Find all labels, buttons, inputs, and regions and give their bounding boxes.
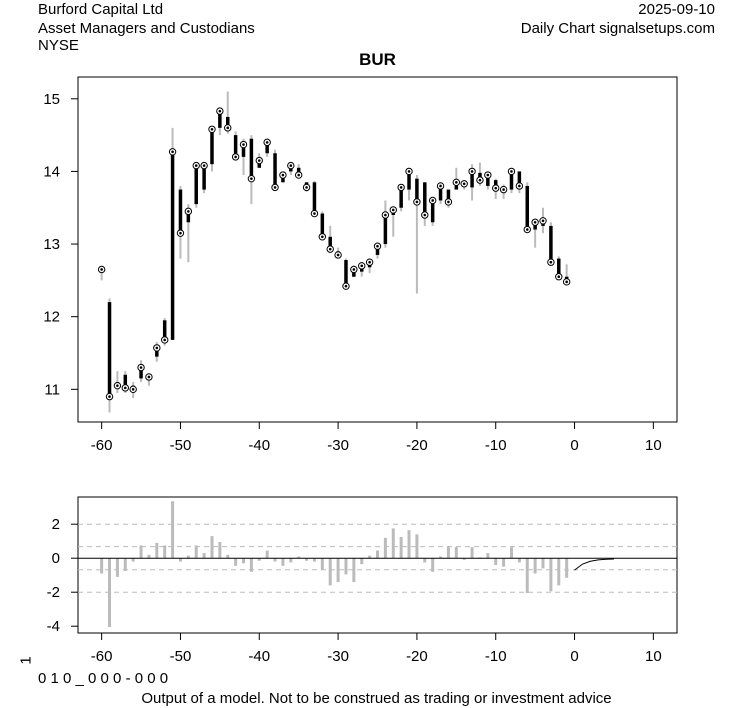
close-dot bbox=[462, 182, 466, 186]
close-dot bbox=[439, 184, 442, 188]
close-dot bbox=[321, 235, 324, 239]
x-tick-label: 0 bbox=[570, 648, 578, 665]
close-dot bbox=[155, 346, 159, 350]
forecast-line bbox=[574, 558, 614, 571]
close-dot bbox=[273, 186, 277, 189]
close-dot bbox=[518, 184, 521, 188]
x-tick-label: -50 bbox=[170, 648, 192, 665]
close-dot bbox=[455, 181, 458, 184]
x-tick-label: -60 bbox=[91, 437, 113, 454]
y-tick-label: 12 bbox=[43, 309, 60, 326]
x-tick-label: -40 bbox=[248, 437, 270, 454]
close-dot bbox=[533, 220, 537, 224]
close-dot bbox=[131, 388, 135, 391]
close-dot bbox=[541, 219, 545, 223]
close-dot bbox=[250, 177, 253, 180]
close-dot bbox=[336, 253, 340, 257]
y-tick-label: -4 bbox=[47, 618, 60, 635]
close-dot bbox=[431, 199, 434, 202]
close-dot bbox=[202, 164, 206, 167]
close-dot bbox=[447, 200, 450, 204]
close-dot bbox=[510, 170, 513, 173]
close-dot bbox=[399, 186, 403, 189]
close-dot bbox=[265, 141, 269, 144]
close-dot bbox=[297, 173, 300, 177]
close-dot bbox=[226, 126, 230, 130]
x-tick-label: -40 bbox=[248, 648, 270, 665]
x-tick-label: 0 bbox=[570, 437, 578, 454]
close-dot bbox=[210, 127, 214, 131]
oscillator-panel-frame bbox=[77, 496, 678, 634]
close-dot bbox=[147, 375, 151, 379]
close-dot bbox=[328, 247, 332, 251]
close-dot bbox=[171, 150, 174, 154]
close-dot bbox=[194, 164, 198, 167]
x-tick-label: -10 bbox=[485, 437, 507, 454]
close-dot bbox=[376, 244, 379, 248]
close-dot bbox=[368, 260, 371, 264]
close-dot bbox=[179, 231, 182, 235]
date: 2025-09-10 bbox=[638, 1, 715, 18]
close-dot bbox=[281, 173, 285, 177]
close-dot bbox=[100, 268, 103, 271]
close-dot bbox=[494, 186, 498, 190]
close-dot bbox=[123, 386, 127, 390]
close-dot bbox=[139, 366, 143, 369]
x-tick-label: -20 bbox=[406, 437, 428, 454]
close-dot bbox=[360, 264, 364, 268]
close-dot bbox=[486, 173, 490, 177]
close-dot bbox=[549, 260, 553, 264]
close-dot bbox=[391, 208, 395, 212]
close-dot bbox=[557, 275, 561, 279]
close-dot bbox=[423, 213, 427, 217]
close-dot bbox=[218, 109, 222, 113]
x-tick-label: 10 bbox=[645, 437, 662, 454]
disclaimer: Output of a model. Not to be construed a… bbox=[141, 690, 612, 707]
x-tick-label: -30 bbox=[327, 648, 349, 665]
close-dot bbox=[415, 200, 419, 204]
x-tick-label: -30 bbox=[327, 437, 349, 454]
close-dot bbox=[187, 210, 190, 213]
y-tick-label: 11 bbox=[44, 381, 60, 398]
close-dot bbox=[313, 212, 316, 215]
x-tick-label: -20 bbox=[406, 648, 428, 665]
close-dot bbox=[344, 284, 348, 288]
x-tick-label: -10 bbox=[485, 648, 507, 665]
close-dot bbox=[305, 186, 308, 189]
sector: Asset Managers and Custodians bbox=[38, 20, 255, 37]
close-dot bbox=[502, 188, 505, 191]
price-panel-frame bbox=[77, 76, 678, 423]
close-dot bbox=[116, 384, 119, 387]
close-dot bbox=[478, 178, 482, 182]
model-code: 0 1 0 _ 0 0 0 - 0 0 0 bbox=[38, 670, 169, 687]
close-dot bbox=[242, 143, 245, 146]
x-tick-label: -50 bbox=[170, 437, 192, 454]
close-dot bbox=[352, 268, 356, 271]
close-dot bbox=[407, 170, 411, 173]
x-tick-label: 10 bbox=[645, 648, 662, 665]
y-tick-label: 2 bbox=[52, 516, 60, 533]
source: Daily Chart signalsetups.com bbox=[520, 20, 715, 37]
chart-title: BUR bbox=[359, 50, 396, 69]
x-tick-label: -60 bbox=[91, 648, 113, 665]
y-tick-label: 0 bbox=[52, 550, 60, 567]
close-dot bbox=[525, 228, 529, 231]
close-dot bbox=[470, 170, 474, 173]
y-tick-label: -2 bbox=[47, 584, 60, 601]
close-dot bbox=[289, 164, 293, 167]
exchange: NYSE bbox=[38, 37, 79, 54]
company-name: Burford Capital Ltd bbox=[38, 1, 164, 18]
y-tick-label: 15 bbox=[43, 91, 60, 108]
close-dot bbox=[234, 155, 237, 159]
y-tick-label: 14 bbox=[43, 163, 60, 180]
close-dot bbox=[565, 280, 568, 284]
close-dot bbox=[257, 159, 261, 162]
close-dot bbox=[108, 395, 111, 398]
close-dot bbox=[163, 338, 166, 342]
close-dot bbox=[384, 213, 387, 217]
y-tick-label: 13 bbox=[43, 236, 60, 253]
